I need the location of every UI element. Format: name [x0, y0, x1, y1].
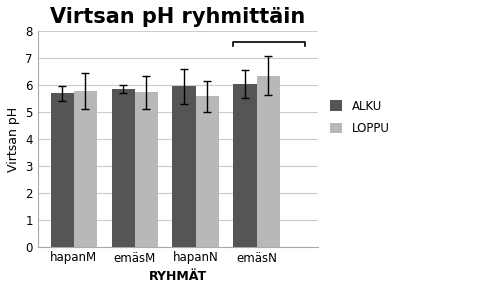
- Bar: [196, 96, 219, 246]
- Bar: [172, 86, 196, 246]
- Bar: [256, 76, 280, 246]
- Bar: [51, 93, 74, 246]
- Bar: [233, 84, 256, 246]
- Bar: [74, 91, 97, 246]
- Legend: ALKU, LOPPU: ALKU, LOPPU: [327, 96, 393, 139]
- Y-axis label: Virtsan pH: Virtsan pH: [7, 106, 20, 171]
- X-axis label: RYHMÄT: RYHMÄT: [149, 270, 207, 283]
- Bar: [112, 89, 135, 246]
- Title: Virtsan pH ryhmittäin: Virtsan pH ryhmittäin: [50, 7, 306, 27]
- Bar: [135, 93, 158, 246]
